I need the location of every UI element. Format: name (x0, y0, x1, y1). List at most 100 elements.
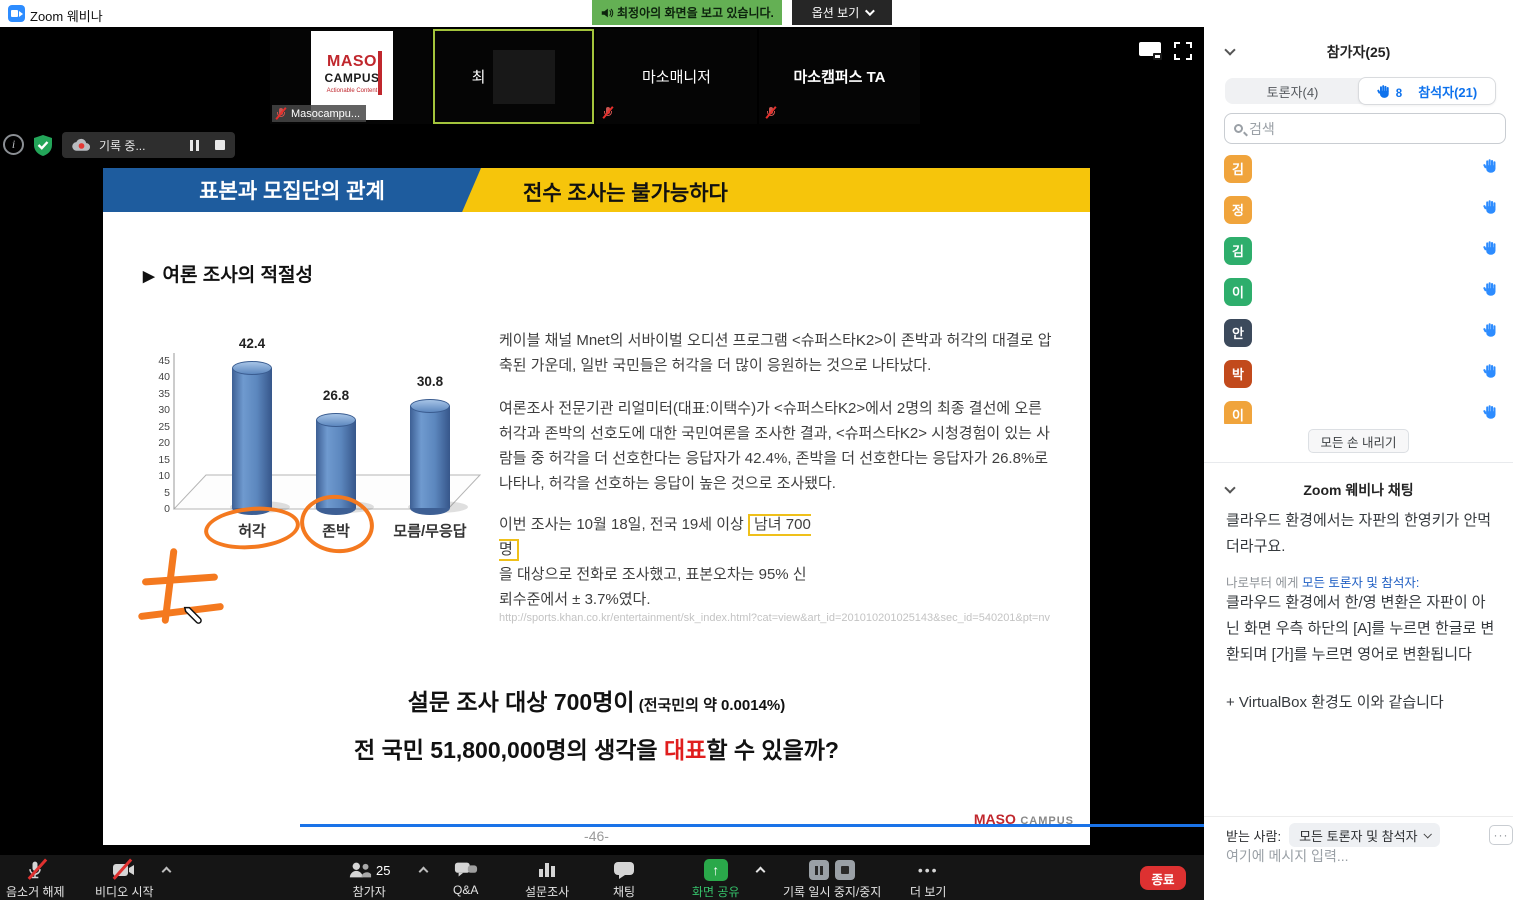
conclusion-line-2: 전 국민 51,800,000명의 생각을 대표할 수 있을까? (103, 731, 1090, 765)
qa-button[interactable]: Q&A (453, 859, 478, 897)
participant-avatar: 정 (1224, 195, 1252, 224)
recording-label: 기록 중... (99, 138, 146, 153)
unmute-button[interactable]: 음소거 해제 (6, 858, 65, 900)
chevron-down-icon (1423, 830, 1432, 839)
zoom-app-icon (8, 5, 25, 22)
panel-divider (1204, 462, 1513, 463)
para3-line2: 을 대상으로 전화로 조사했고, 표본오차는 95% 신 (499, 566, 807, 583)
polls-button[interactable]: 설문조사 (525, 859, 569, 900)
share-screen-icon: ↑ (703, 859, 728, 881)
y-axis-tick-label: 45 (158, 354, 170, 367)
viewing-banner-text: 최정아의 화면을 보고 있습니다. (617, 6, 774, 20)
chat-message: 클라우드 환경에서 한/영 변환은 자판이 아닌 화면 우측 하단의 [A]를 … (1226, 594, 1495, 663)
pause-recording-icon[interactable] (190, 139, 199, 151)
recording-controls[interactable]: 기록 일시 중지/중지 (783, 859, 881, 900)
poll-bar-chart: 45 40 35 30 25 20 15 10 5 0 42.4 허각 26.8 존박 30.8 모름/무응답 (148, 323, 498, 558)
chat-button[interactable]: 채팅 (613, 859, 635, 900)
qa-bubbles-icon (454, 862, 477, 877)
raised-hand-icon (1483, 363, 1499, 384)
participants-label: 참가자 (352, 885, 386, 899)
participant-row[interactable]: 김 (1204, 230, 1513, 271)
participants-button[interactable]: 25 참가자 (348, 859, 390, 900)
security-shield-icon[interactable] (31, 133, 55, 157)
tile-display-name: 최 (471, 69, 486, 86)
share-screen-label: 화면 공유 (692, 885, 740, 899)
share-options-chevron[interactable] (755, 866, 766, 877)
muted-mic-icon (602, 106, 614, 120)
slide-paragraph-1: 케이블 채널 Mnet의 서바이벌 오디션 프로그램 <슈퍼스타K2>이 존박과… (499, 332, 1052, 374)
slide-paragraph-2: 여론조사 전문기관 리얼미터(대표:이택수)가 <슈퍼스타K2>에서 2명의 최… (499, 400, 1050, 492)
view-options-label: 옵션 보기 (811, 6, 860, 20)
participants-panel-title: 참가자(25) (1326, 44, 1391, 60)
slide-header-yellow: 전수 조사는 불가능하다 (443, 168, 1090, 212)
y-axis-tick-label: 10 (158, 470, 170, 482)
y-axis-tick-label: 15 (158, 453, 170, 466)
recipient-value: 모든 토론자 및 참석자 (1299, 828, 1418, 844)
video-tile-masocampus[interactable]: MASO CAMPUS Actionable Content Masocampu… (270, 29, 431, 124)
conclusion-line-1: 설문 조사 대상 700명이 (전국민의 약 0.0014%) (103, 683, 1090, 717)
bar-category-label: 허각 (238, 523, 266, 540)
participant-avatar: 박 (1224, 359, 1252, 388)
stop-recording-icon[interactable] (215, 140, 225, 150)
participant-avatar: 김 (1224, 154, 1252, 183)
stop-record-icon[interactable] (835, 860, 856, 880)
video-tile-maso-ta[interactable]: 마소캠퍼스 TA (759, 29, 920, 124)
start-video-button[interactable]: 비디오 시작 (95, 858, 154, 900)
participant-row[interactable]: 정 (1204, 189, 1513, 230)
lower-all-hands-button[interactable]: 모든 손 내리기 (1307, 429, 1410, 453)
conclusion2-pre: 전 국민 51,800,000명의 생각을 (354, 737, 664, 763)
chevron-down-icon (865, 6, 876, 17)
participant-row[interactable]: 이 (1204, 394, 1513, 424)
participants-options-chevron[interactable] (418, 866, 429, 877)
gallery-view-icon[interactable] (1139, 42, 1162, 60)
source-url: http://sports.khan.co.kr/entertainment/s… (499, 612, 1050, 624)
raised-hand-icon (1483, 404, 1499, 424)
chat-message: 클라우드 환경에서는 자판의 한영키가 안먹더라구요. (1226, 512, 1492, 555)
tab-panelists[interactable]: 토론자(4) (1266, 84, 1319, 100)
more-button[interactable]: ••• 더 보기 (910, 859, 946, 900)
view-options-button[interactable]: 옵션 보기 (792, 0, 892, 25)
share-screen-button[interactable]: ↑ 화면 공유 (692, 859, 740, 900)
participant-row[interactable]: 안 (1204, 312, 1513, 353)
y-axis-tick-label: 40 (158, 371, 170, 383)
video-options-chevron[interactable] (161, 866, 172, 877)
search-icon (1234, 124, 1243, 133)
bottom-toolbar: 음소거 해제 비디오 시작 25 참가자 (0, 855, 1204, 900)
participant-row[interactable]: 박 (1204, 353, 1513, 394)
chat-more-button[interactable]: ··· (1489, 825, 1513, 845)
chat-message-meta: 나로부터 에게 모든 토론자 및 참석자: (1226, 572, 1419, 591)
search-input[interactable] (1249, 120, 1479, 137)
bar-value-label: 42.4 (238, 336, 266, 352)
video-tile-maso-manager[interactable]: 마소매니저 (596, 29, 757, 124)
slide-paragraph-3: 이번 조사는 10월 18일, 전국 19세 이상 남녀 700명 을 대상으로… (499, 512, 829, 612)
bar-value-label: 26.8 (322, 387, 350, 403)
cloud-recording-icon (72, 138, 91, 151)
chat-meta-from: 나로부터 에게 (1226, 576, 1302, 590)
freehand-doodle (137, 546, 268, 636)
participant-search[interactable] (1224, 113, 1506, 144)
unmute-label: 음소거 해제 (6, 885, 65, 899)
tile-display-name: 마소캠퍼스 TA (793, 69, 886, 86)
chat-panel-title: Zoom 웨비나 채팅 (1303, 482, 1414, 498)
end-webinar-button[interactable]: 종료 (1140, 866, 1186, 890)
raised-hand-icon (1483, 281, 1499, 302)
slide-header-blue: 표본과 모집단의 관계 (103, 168, 481, 212)
fullscreen-icon[interactable] (1174, 42, 1192, 60)
video-tile-choi-active-speaker[interactable]: 최 (433, 29, 594, 124)
recipient-dropdown[interactable]: 모든 토론자 및 참석자 (1289, 823, 1440, 847)
info-icon[interactable]: i (3, 134, 24, 155)
pause-record-icon[interactable] (809, 860, 830, 880)
chat-message-input[interactable] (1226, 848, 1496, 864)
tile-nameplate: Masocampu... (272, 105, 367, 122)
participants-tabbar: 토론자(4) 8 참석자(21) (1225, 77, 1496, 105)
muted-mic-icon (275, 106, 287, 121)
participant-avatar: 안 (1224, 318, 1252, 347)
chart-bar-존박 (316, 412, 356, 515)
tab-attendees[interactable]: 8 참석자(21) (1358, 77, 1496, 105)
chat-bubble-icon (614, 862, 635, 879)
chat-meta-recipients[interactable]: 모든 토론자 및 참석자: (1301, 576, 1420, 590)
participant-row[interactable]: 김 (1204, 148, 1513, 189)
participant-row[interactable]: 이 (1204, 271, 1513, 312)
recording-indicator: 기록 중... (62, 132, 235, 158)
